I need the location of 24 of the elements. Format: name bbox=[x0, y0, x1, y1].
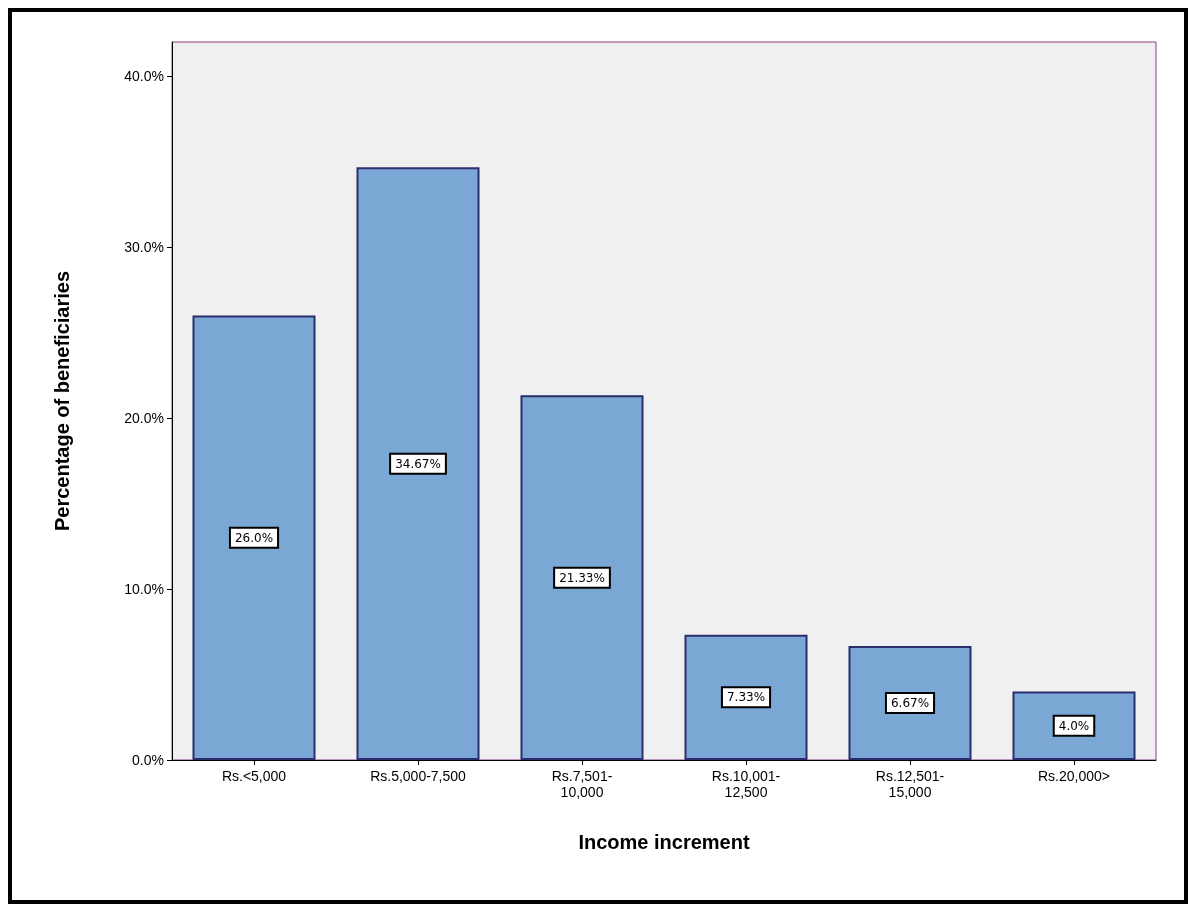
x-tick-label: Rs.20,000> bbox=[1038, 768, 1110, 784]
y-axis-title: Percentage of beneficiaries bbox=[51, 270, 73, 532]
y-tick-label: 20.0% bbox=[124, 410, 164, 427]
bar bbox=[684, 634, 808, 760]
data-label: 34.67% bbox=[395, 456, 441, 471]
x-tick-label: Rs.12,501- 15,000 bbox=[875, 768, 945, 800]
x-tick-label: Rs.<5,000 bbox=[221, 768, 287, 784]
x-tick-label: Rs.10,001- 12,500 bbox=[711, 768, 781, 800]
y-tick-label: 10.0% bbox=[124, 581, 164, 598]
data-label: 4.0% bbox=[1058, 718, 1090, 733]
y-tick-label: 40.0% bbox=[124, 68, 164, 85]
y-tick-label: 0.0% bbox=[132, 752, 164, 768]
bar bbox=[848, 645, 972, 760]
x-tick-label: Rs.5,000-7,500 bbox=[370, 768, 467, 784]
data-label: 7.33% bbox=[726, 690, 766, 705]
bar bbox=[356, 167, 480, 760]
x-tick-label: Rs.7,501- 10,000 bbox=[551, 768, 613, 800]
bar bbox=[192, 315, 316, 760]
data-label: 21.33% bbox=[559, 570, 605, 585]
data-label: 6.67% bbox=[890, 695, 930, 710]
x-axis-title: Income increment bbox=[578, 831, 750, 853]
data-label: 26.0% bbox=[234, 530, 274, 545]
y-tick-label: 30.0% bbox=[124, 239, 164, 256]
bar bbox=[520, 395, 644, 760]
